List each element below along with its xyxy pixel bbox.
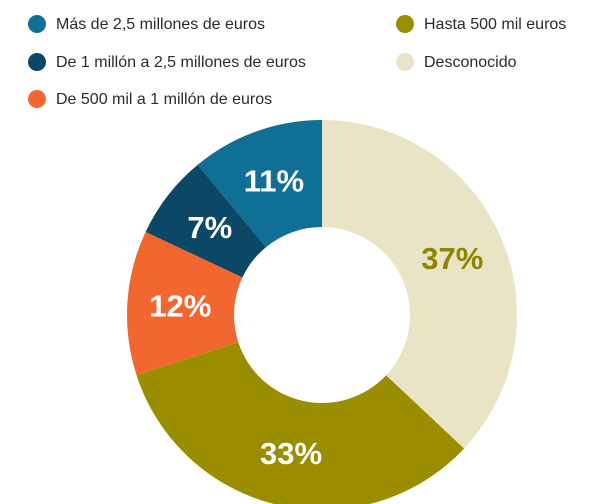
legend-label: De 1 millón a 2,5 millones de euros (56, 54, 306, 71)
donut-segment (126, 231, 243, 376)
legend-swatch (28, 15, 46, 33)
donut-segment (136, 342, 465, 504)
legend-label: Hasta 500 mil euros (424, 16, 566, 33)
donut-segment (322, 119, 518, 449)
legend-swatch (28, 90, 46, 108)
legend-swatch (396, 15, 414, 33)
donut-segment (145, 164, 266, 278)
legend-swatch (28, 53, 46, 71)
donut-segment (197, 120, 322, 248)
legend-swatch (396, 53, 414, 71)
data-label: 11% (244, 164, 304, 199)
data-label: 12% (149, 288, 211, 323)
data-label: 33% (260, 436, 322, 471)
legend-label: Desconocido (424, 54, 517, 71)
data-label: 37% (421, 241, 483, 276)
data-label: 7% (187, 210, 232, 245)
legend-label: Más de 2,5 millones de euros (56, 16, 265, 33)
legend-label: De 500 mil a 1 millón de euros (56, 91, 272, 108)
